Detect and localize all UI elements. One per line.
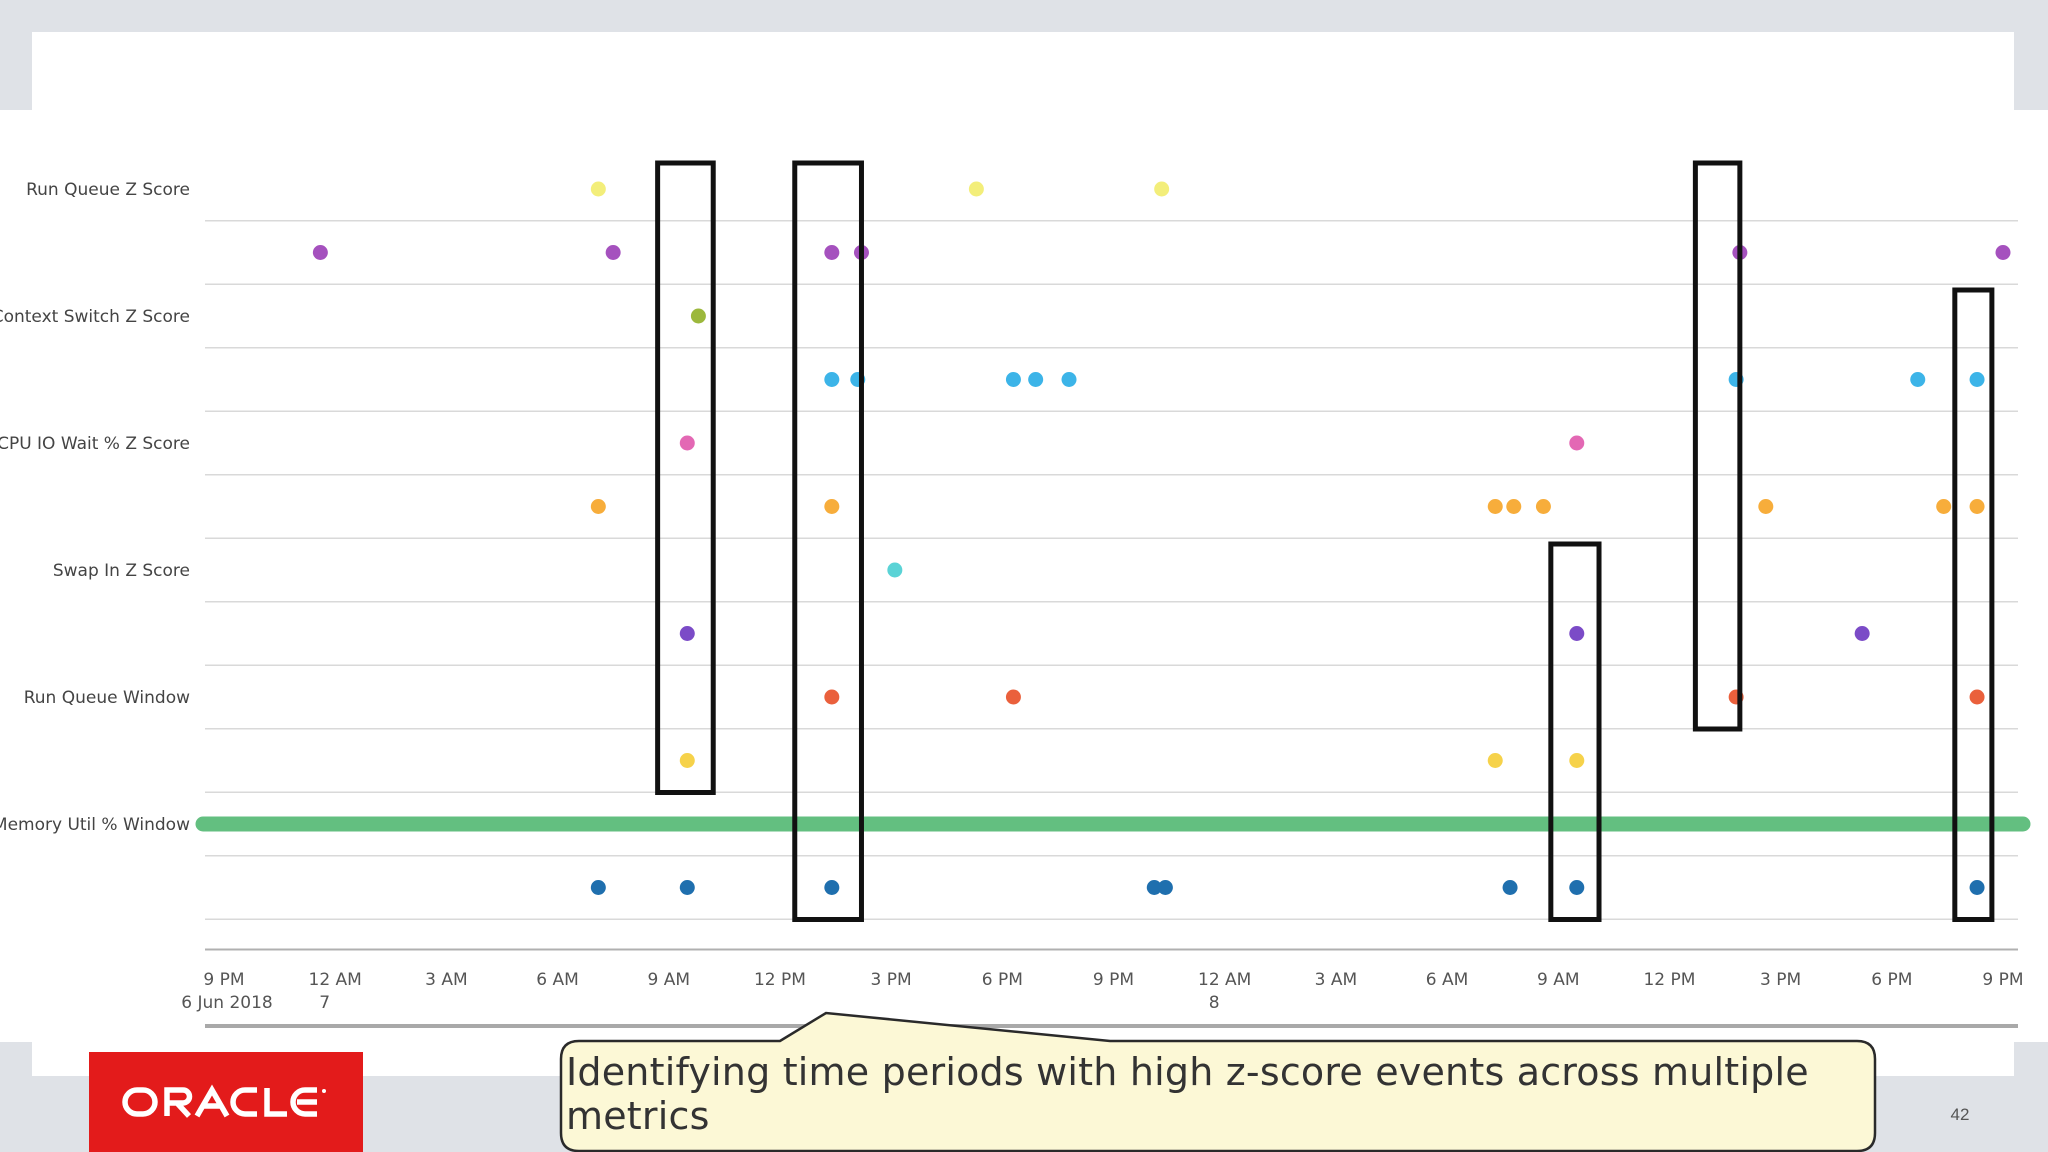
x-tick-label: 12 AM [1198, 970, 1251, 990]
row-label: Context Switch Z Score [0, 307, 190, 327]
x-tick-label: 6 AM [536, 970, 579, 990]
event-point [1569, 880, 1585, 895]
row-label: Run Queue Window [24, 688, 190, 708]
event-point [1969, 372, 1985, 387]
x-tick-label: 12 PM [1643, 970, 1695, 990]
callout [559, 1011, 1877, 1152]
series-row [312, 245, 2011, 260]
series-row [887, 562, 903, 578]
series-row [590, 880, 1985, 895]
event-point [1502, 880, 1518, 895]
event-point [824, 245, 840, 260]
x-tick-sublabel: 7 [319, 993, 330, 1013]
slide-panel [0, 110, 2048, 1042]
event-point [824, 372, 840, 387]
event-point [1936, 499, 1952, 514]
x-tick-sublabel: 6 Jun 2018 [181, 993, 272, 1013]
x-tick-label: 6 AM [1426, 970, 1469, 990]
event-point [1569, 435, 1585, 451]
event-point [1157, 880, 1173, 895]
event-point [1005, 689, 1021, 705]
event-point [1854, 626, 1870, 641]
series-row [679, 753, 1585, 768]
event-point [1487, 753, 1503, 768]
event-point [1758, 499, 1774, 514]
gridlines [205, 220, 2018, 951]
highlight-window-box [655, 160, 716, 795]
event-point [968, 181, 984, 197]
x-tick-label: 3 PM [871, 970, 912, 990]
x-tick-label: 3 AM [425, 970, 468, 990]
event-point [679, 753, 695, 768]
oracle-logo [89, 1052, 363, 1152]
row-label: Memory Util % Window [0, 815, 190, 835]
event-point [1535, 499, 1551, 514]
x-tick-label: 9 PM [1093, 970, 1134, 990]
event-point [824, 689, 840, 705]
series-row [824, 372, 1985, 387]
highlight-window-box [1548, 541, 1602, 922]
event-point [679, 435, 695, 451]
x-axis: 9 PM 6 Jun 2018 12 AM 7 3 AM 6 AM 9 AM 12 PM 3 P… [181, 970, 2024, 1028]
series-row [590, 499, 1985, 514]
event-point [1569, 626, 1585, 641]
row-label: Run Queue Z Score [26, 180, 190, 200]
time-scrollbar [205, 1024, 2018, 1028]
x-tick-label: 12 PM [754, 970, 806, 990]
slide-top-band [32, 32, 2014, 112]
event-point [1910, 372, 1926, 387]
x-tick-label: 3 PM [1760, 970, 1801, 990]
event-point [690, 308, 706, 324]
series-row [590, 181, 1170, 197]
x-tick-label: 6 PM [982, 970, 1023, 990]
highlight-window-box [1692, 160, 1743, 732]
callout-bubble [559, 1011, 1877, 1152]
event-point [605, 245, 621, 260]
event-point [590, 880, 606, 895]
row-label: CPU IO Wait % Z Score [0, 434, 190, 454]
x-tick-sublabel: 8 [1209, 993, 1220, 1013]
x-tick-label: 9 PM [203, 970, 244, 990]
event-point [1506, 499, 1522, 514]
event-point [312, 245, 328, 260]
event-point [1995, 245, 2011, 260]
event-point [590, 499, 606, 514]
series-row [679, 626, 1870, 641]
x-tick-label: 6 PM [1871, 970, 1912, 990]
x-tick-label: 12 AM [309, 970, 362, 990]
series-row [824, 689, 1985, 705]
event-point [1005, 372, 1021, 387]
event-series [195, 181, 2031, 895]
highlight-windows [655, 160, 1995, 922]
x-tick-label: 9 AM [1537, 970, 1580, 990]
event-point [1154, 181, 1170, 197]
event-point [887, 562, 903, 578]
event-point [824, 499, 840, 514]
y-axis-labels: Run Queue Z Score Context Switch Z Score C… [0, 180, 190, 835]
row-label: Swap In Z Score [53, 561, 190, 581]
x-tick-label: 9 PM [1982, 970, 2023, 990]
series-row [690, 308, 706, 324]
highlight-window-box [792, 160, 864, 922]
event-point [1969, 880, 1985, 895]
highlight-window-box [1952, 287, 1995, 922]
x-tick-label: 3 AM [1315, 970, 1358, 990]
event-point [679, 880, 695, 895]
x-tick-label: 9 AM [647, 970, 690, 990]
event-point [1487, 499, 1503, 514]
series-row [679, 435, 1585, 451]
page-number: 42 [1950, 1105, 1970, 1124]
event-point [590, 181, 606, 197]
event-point [1569, 753, 1585, 768]
event-point [824, 880, 840, 895]
event-point [1969, 689, 1985, 705]
event-point [1146, 880, 1162, 895]
event-point [679, 626, 695, 641]
event-point [1061, 372, 1077, 387]
oracle-wordmark [122, 1084, 326, 1118]
event-point [1028, 372, 1044, 387]
event-point [1969, 499, 1985, 514]
